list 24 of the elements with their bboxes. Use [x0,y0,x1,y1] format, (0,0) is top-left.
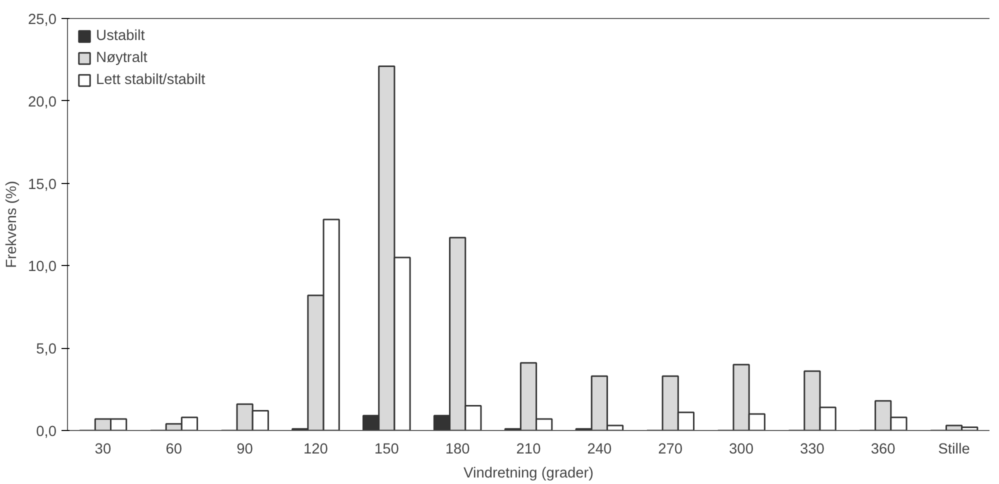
x-tick-label: 90 [236,442,253,458]
x-tick-label: 360 [870,442,896,458]
y-tick-label: 25,0 [28,12,57,28]
x-tick-label: 210 [516,442,541,458]
y-tick-label: 5,0 [36,342,56,358]
y-tick-label: 15,0 [28,176,57,193]
x-tick-label: 240 [587,442,612,458]
x-tick-label: 120 [304,442,328,458]
y-tick-label: 10,0 [28,259,57,276]
x-tick-label: 270 [658,442,683,458]
x-axis-title: Vindretning (grader) [463,466,594,482]
y-tick-label: 0,0 [36,424,56,440]
y-tick-label: 20,0 [28,94,57,110]
x-tick-label: 150 [374,442,399,458]
legend-label: Ustabilt [96,28,145,44]
y-axis-title: Frekvens (%) [4,180,20,268]
x-tick-label: Stille [938,442,970,458]
x-tick-label: 60 [166,442,182,458]
x-tick-label: 330 [800,442,824,458]
x-tick-label: 180 [445,442,470,458]
legend-label: Lett stabilt/stabilt [96,72,206,88]
legend-label: Nøytralt [96,50,148,66]
x-tick-label: 30 [94,442,112,458]
x-tick-label: 300 [729,442,754,458]
